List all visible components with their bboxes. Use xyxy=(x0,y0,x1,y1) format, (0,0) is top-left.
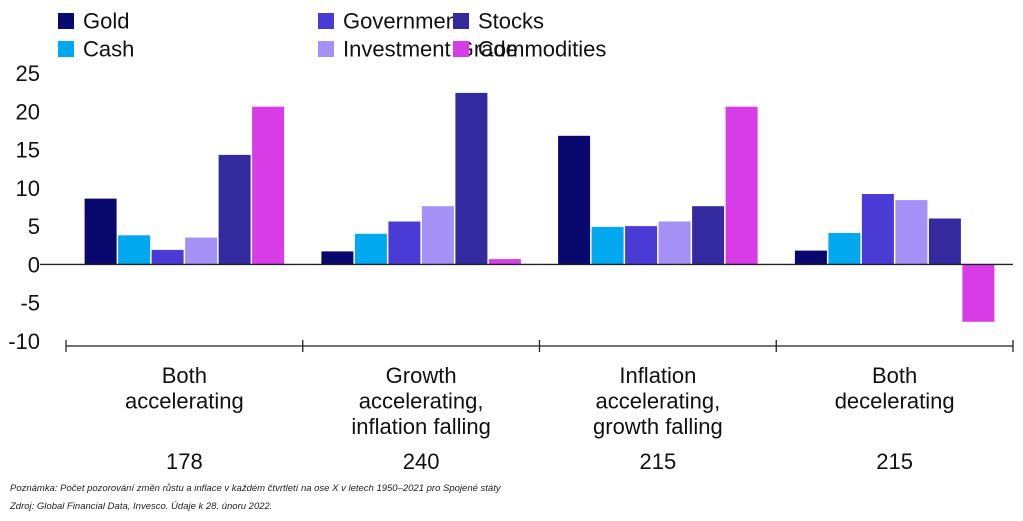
bar xyxy=(828,233,861,265)
chart-legend: Gold Cash Government Investment Grade Stocks… xyxy=(58,9,606,62)
bar xyxy=(488,259,521,265)
legend-label: Government xyxy=(343,9,464,34)
y-axis: 25 20 15 10 5 0 -5 -10 xyxy=(8,61,40,354)
legend-swatch xyxy=(453,13,469,29)
bar xyxy=(558,135,591,265)
y-tick-label: -5 xyxy=(20,291,40,316)
legend-swatch xyxy=(58,41,74,57)
legend-label: Stocks xyxy=(478,9,544,34)
legend-swatch xyxy=(58,13,74,29)
legend-label: Gold xyxy=(83,9,129,34)
footnote-source: Zdroj: Global Financial Data, Invesco. Ú… xyxy=(10,501,273,512)
bar xyxy=(725,106,758,265)
legend-label: Commodities xyxy=(478,37,606,62)
bar xyxy=(118,235,151,265)
observation-count-label: 215 xyxy=(876,449,913,474)
bar xyxy=(625,226,658,265)
bar xyxy=(861,194,894,265)
legend-swatch xyxy=(318,41,334,57)
y-tick-label: 25 xyxy=(16,61,40,86)
bar xyxy=(962,264,995,322)
x-axis: Both accelerating 178 Growth accelerating, in… xyxy=(40,263,1014,474)
bar xyxy=(354,233,387,265)
bar xyxy=(928,218,961,265)
bar xyxy=(218,154,251,265)
bar xyxy=(321,251,354,265)
x-tick-label: Both accelerating xyxy=(125,363,244,414)
observation-count-label: 215 xyxy=(640,449,677,474)
y-tick-label: 20 xyxy=(16,99,40,124)
y-tick-label: 10 xyxy=(16,176,40,201)
y-tick-label: 5 xyxy=(28,214,40,239)
bar xyxy=(388,221,421,265)
x-tick-label: Inflation accelerating, growth falling xyxy=(593,363,723,439)
x-tick-label: Both decelerating xyxy=(835,363,955,414)
legend-item: Investment Grade xyxy=(318,37,518,62)
legend-item: Commodities xyxy=(453,37,606,62)
bar xyxy=(692,206,725,265)
observation-count-label: 178 xyxy=(166,449,203,474)
bar xyxy=(84,198,117,265)
bar xyxy=(455,92,488,265)
observation-count-label: 240 xyxy=(403,449,440,474)
legend-swatch xyxy=(453,41,469,57)
y-tick-label: -10 xyxy=(8,329,40,354)
legend-label: Cash xyxy=(83,37,134,62)
x-tick-label: Growth accelerating, inflation falling xyxy=(351,363,490,439)
legend-item: Cash xyxy=(58,37,134,62)
bars xyxy=(84,92,995,322)
bar xyxy=(151,249,184,265)
y-tick-label: 15 xyxy=(16,138,40,163)
legend-item: Government xyxy=(318,9,464,34)
legend-item: Stocks xyxy=(453,9,544,34)
bar xyxy=(591,226,624,265)
y-tick-label: 0 xyxy=(28,252,40,277)
bar xyxy=(658,221,691,265)
footnote-note: Poznámka: Počet pozorování změn růstu a … xyxy=(10,483,501,494)
legend-swatch xyxy=(318,13,334,29)
bar xyxy=(185,237,218,265)
legend-label: Investment Grade xyxy=(343,37,518,62)
bar xyxy=(794,250,827,265)
legend-item: Gold xyxy=(58,9,129,34)
bar xyxy=(895,200,928,265)
bar-chart: Gold Cash Government Investment Grade Stocks… xyxy=(8,9,1014,474)
bar xyxy=(421,206,454,265)
bar xyxy=(252,106,285,265)
